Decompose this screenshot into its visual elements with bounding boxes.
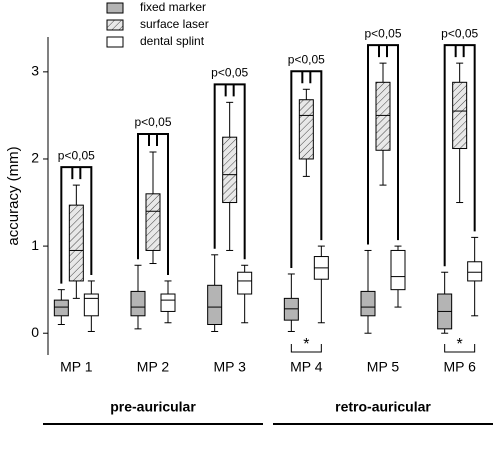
x-tick-label: MP 5 [367,359,400,375]
x-tick-label: MP 4 [290,359,323,375]
box [390,249,406,291]
legend-swatch [106,2,124,14]
box [207,284,223,326]
box [237,271,253,295]
y-tick-label: 1 [31,237,39,253]
significance-label: p<0,05 [441,26,478,40]
significance-bracket [367,44,399,245]
legend-swatch [106,36,124,48]
box [452,81,468,150]
box [83,293,99,317]
box [130,290,146,317]
x-tick-label: MP 6 [443,359,476,375]
significance-bracket [213,83,246,260]
box [467,261,483,282]
x-tick-label: MP 1 [60,359,93,375]
box [375,81,391,151]
significance-label: p<0,05 [58,148,95,162]
y-axis-label: accuracy (mm) [5,146,22,245]
box [53,299,69,317]
legend-label: dental splint [140,34,205,48]
significance-label: p<0,05 [211,66,248,80]
y-tick-label: 3 [31,63,39,79]
x-tick-label: MP 3 [213,359,246,375]
group-label: pre-auricular [110,399,196,415]
box [222,136,238,204]
significance-bracket [60,166,93,284]
box [360,290,376,317]
box [68,204,84,282]
legend-label: fixed marker [140,0,206,14]
box [160,293,176,312]
significance-label: p<0,05 [288,52,325,66]
significance-bracket [290,70,323,268]
significance-label: * [303,336,309,353]
box [145,193,161,251]
group-label: retro-auricular [335,399,431,415]
box [298,99,314,160]
x-tick-label: MP 2 [137,359,170,375]
significance-bracket [444,344,476,353]
significance-label: p<0,05 [364,26,401,40]
significance-bracket [290,344,322,353]
significance-bracket [137,133,169,275]
significance-label: * [457,336,463,353]
legend-label: surface laser [140,17,209,31]
y-tick-label: 0 [31,324,39,340]
legend-swatch [106,19,124,31]
significance-label: p<0,05 [134,115,171,129]
y-tick-label: 2 [31,150,39,166]
significance-bracket [443,44,476,267]
